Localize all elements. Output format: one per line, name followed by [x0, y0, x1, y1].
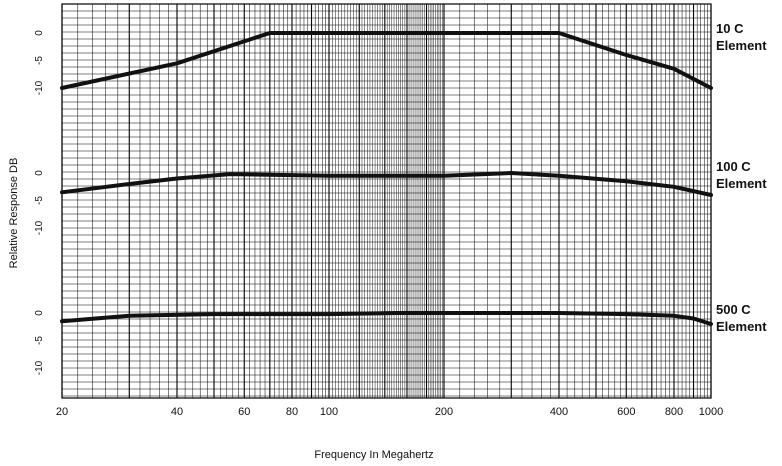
y-tick-label: 0 — [34, 310, 45, 316]
x-tick-label: 1000 — [699, 406, 723, 418]
panel-labels: 10 C Element 100 C Element 500 C Element — [716, 21, 767, 334]
panel-label-title: 10 C — [716, 21, 744, 36]
y-tick-label: 0 — [34, 30, 45, 36]
x-tick-label: 200 — [435, 406, 453, 418]
y-tick-label: -10 — [34, 220, 45, 235]
x-tick-label: 600 — [617, 406, 635, 418]
x-tick-label: 800 — [665, 406, 683, 418]
grid — [61, 3, 712, 399]
response-curve-0 — [60, 31, 713, 90]
y-tick-label: -5 — [34, 196, 45, 205]
response-curve-2 — [60, 311, 713, 326]
panel-label-title: 500 C — [716, 302, 751, 317]
x-tick-label: 400 — [550, 406, 568, 418]
x-tick-label: 80 — [286, 406, 298, 418]
y-tick-label: -10 — [34, 80, 45, 95]
x-axis-title: Frequency In Megahertz — [314, 449, 433, 461]
y-axis-title: Relative Response DB — [8, 158, 20, 269]
y-tick-label: -10 — [34, 360, 45, 375]
y-tick-label: 0 — [34, 170, 45, 176]
x-tick-labels: 20 40 60 80 100 200 400 600 800 1000 — [56, 406, 723, 418]
plot-border — [61, 3, 712, 399]
response-curve-1 — [60, 171, 713, 197]
x-tick-label: 40 — [171, 406, 183, 418]
y-tick-label: -5 — [34, 336, 45, 345]
x-tick-label: 20 — [56, 406, 68, 418]
panel-label-subtitle: Element — [716, 38, 767, 53]
panel-label-title: 100 C — [716, 159, 751, 174]
panel-label-subtitle: Element — [716, 176, 767, 191]
x-tick-label: 60 — [238, 406, 250, 418]
y-tick-label: -5 — [34, 56, 45, 65]
y-tick-labels: 0 -5 -10 0 -5 -10 0 -5 -10 — [34, 30, 45, 375]
response-curves — [60, 31, 713, 326]
panel-label-subtitle: Element — [716, 319, 767, 334]
x-tick-label: 100 — [320, 406, 338, 418]
